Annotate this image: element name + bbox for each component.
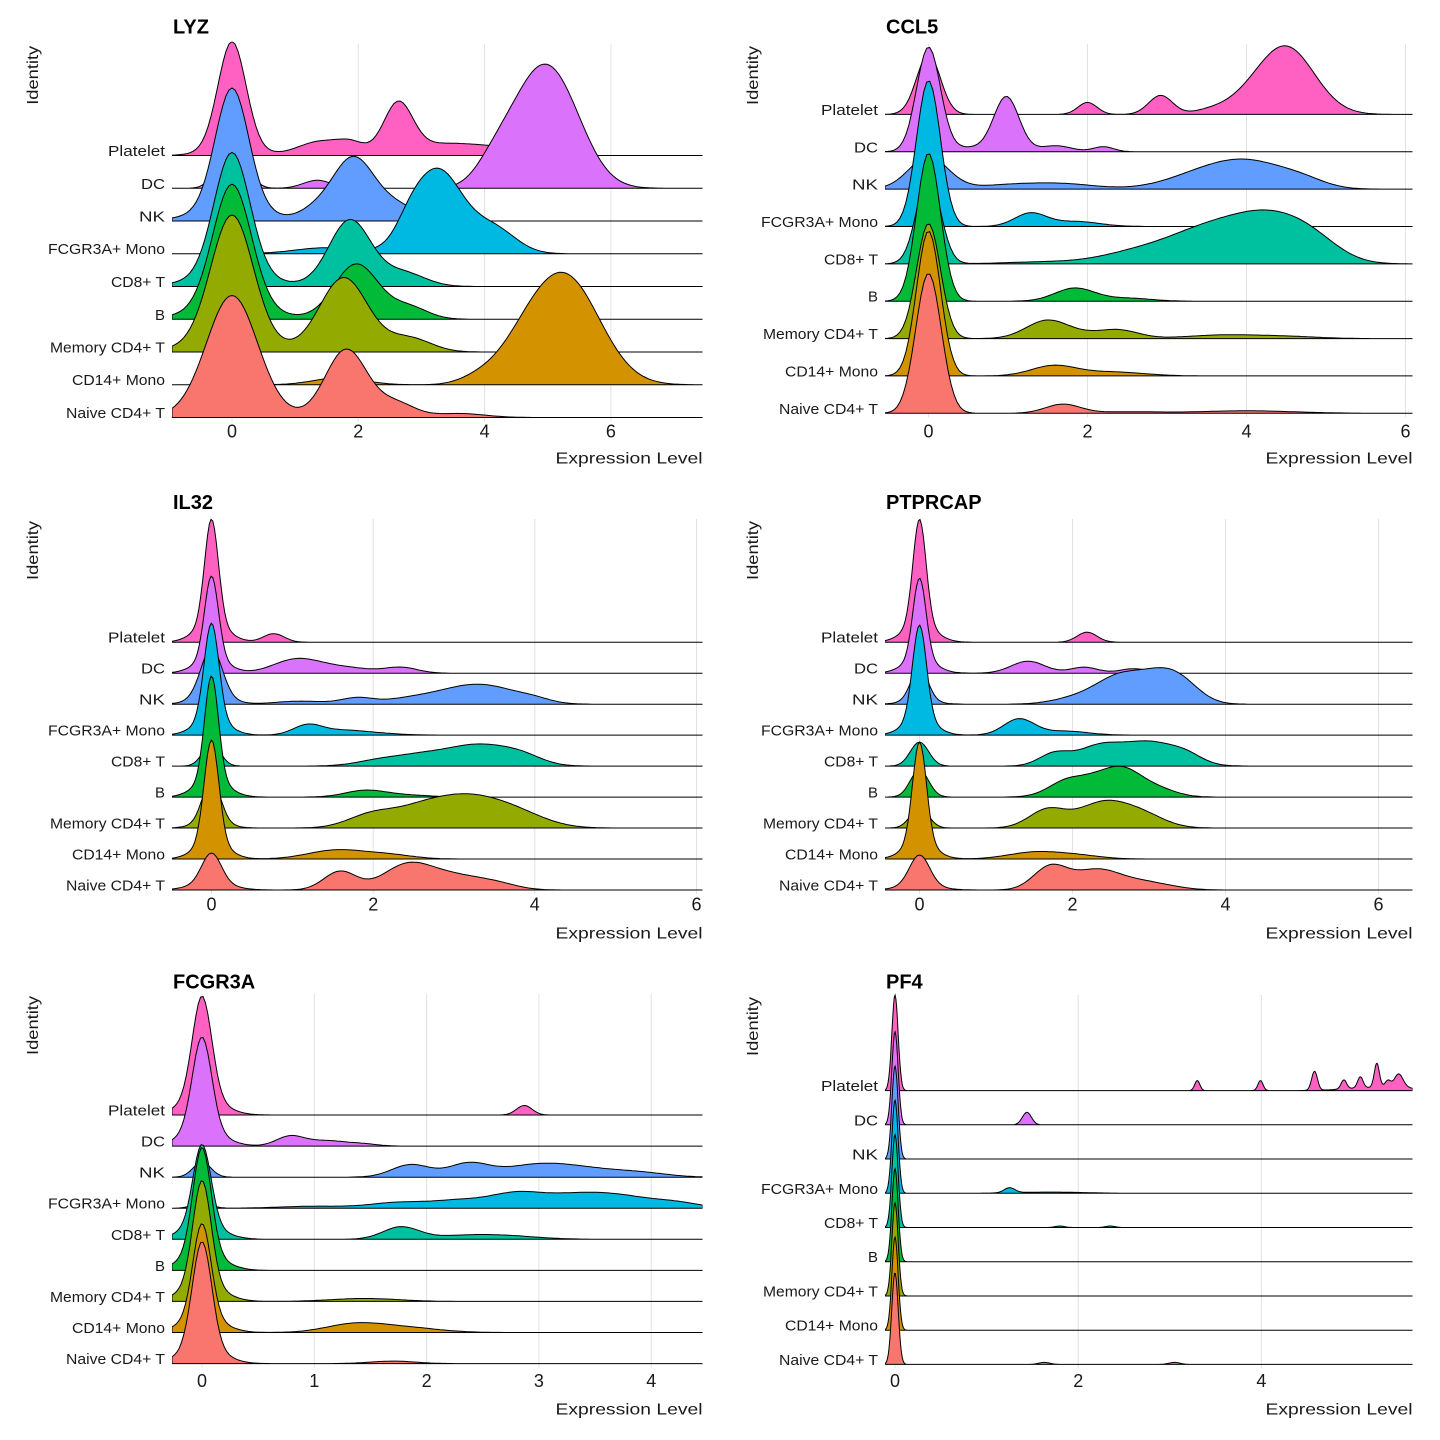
svg-text:B: B bbox=[155, 1258, 165, 1275]
svg-text:DC: DC bbox=[854, 661, 878, 678]
svg-text:0: 0 bbox=[923, 421, 933, 441]
svg-text:Platelet: Platelet bbox=[821, 630, 879, 647]
svg-text:6: 6 bbox=[606, 421, 616, 441]
svg-text:4: 4 bbox=[1220, 895, 1230, 915]
svg-text:CD14+ Mono: CD14+ Mono bbox=[72, 1320, 165, 1337]
svg-text:B: B bbox=[155, 785, 165, 802]
svg-text:NK: NK bbox=[139, 1165, 165, 1182]
svg-text:NK: NK bbox=[139, 209, 165, 226]
svg-text:CD8+ T: CD8+ T bbox=[824, 754, 878, 771]
svg-text:Memory CD4+ T: Memory CD4+ T bbox=[50, 1289, 165, 1306]
svg-text:CCL5: CCL5 bbox=[886, 17, 938, 39]
svg-text:CD14+ Mono: CD14+ Mono bbox=[785, 847, 878, 864]
svg-text:Platelet: Platelet bbox=[821, 1078, 879, 1095]
svg-text:CD14+ Mono: CD14+ Mono bbox=[785, 363, 878, 380]
svg-text:Platelet: Platelet bbox=[108, 630, 166, 647]
svg-text:6: 6 bbox=[691, 895, 701, 915]
svg-text:B: B bbox=[155, 307, 165, 324]
svg-text:IL32: IL32 bbox=[173, 492, 213, 514]
svg-text:Memory CD4+ T: Memory CD4+ T bbox=[50, 816, 165, 833]
svg-text:LYZ: LYZ bbox=[173, 17, 209, 39]
svg-text:NK: NK bbox=[852, 692, 878, 709]
svg-text:0: 0 bbox=[914, 895, 924, 915]
svg-text:B: B bbox=[868, 289, 878, 306]
svg-text:0: 0 bbox=[197, 1371, 207, 1391]
svg-text:4: 4 bbox=[1256, 1371, 1266, 1391]
svg-text:Platelet: Platelet bbox=[108, 1103, 166, 1120]
svg-text:Memory CD4+ T: Memory CD4+ T bbox=[763, 816, 878, 833]
svg-text:PTPRCAP: PTPRCAP bbox=[886, 492, 982, 514]
svg-text:Expression Level: Expression Level bbox=[556, 450, 703, 467]
svg-text:FCGR3A+ Mono: FCGR3A+ Mono bbox=[48, 241, 165, 258]
svg-text:CD8+ T: CD8+ T bbox=[824, 251, 878, 268]
svg-text:Naive CD4+ T: Naive CD4+ T bbox=[779, 1352, 878, 1369]
svg-text:Expression Level: Expression Level bbox=[556, 1402, 703, 1419]
svg-text:2: 2 bbox=[1082, 421, 1092, 441]
svg-text:Naive CD4+ T: Naive CD4+ T bbox=[66, 878, 165, 895]
svg-text:2: 2 bbox=[422, 1371, 432, 1391]
svg-text:Identity: Identity bbox=[25, 996, 42, 1055]
svg-text:Expression Level: Expression Level bbox=[556, 926, 703, 943]
svg-text:6: 6 bbox=[1400, 421, 1410, 441]
svg-text:PF4: PF4 bbox=[886, 972, 924, 994]
svg-text:Expression Level: Expression Level bbox=[1266, 450, 1413, 467]
svg-text:CD8+ T: CD8+ T bbox=[824, 1215, 878, 1232]
svg-text:Memory CD4+ T: Memory CD4+ T bbox=[763, 326, 878, 343]
svg-text:Naive CD4+ T: Naive CD4+ T bbox=[66, 1351, 165, 1368]
svg-text:CD14+ Mono: CD14+ Mono bbox=[72, 847, 165, 864]
svg-text:CD14+ Mono: CD14+ Mono bbox=[72, 372, 165, 389]
svg-text:DC: DC bbox=[854, 1112, 878, 1129]
svg-text:Identity: Identity bbox=[745, 521, 762, 580]
svg-text:3: 3 bbox=[534, 1371, 544, 1391]
svg-text:4: 4 bbox=[1241, 421, 1251, 441]
svg-text:0: 0 bbox=[227, 421, 237, 441]
svg-text:FCGR3A+ Mono: FCGR3A+ Mono bbox=[48, 1196, 165, 1213]
svg-text:4: 4 bbox=[530, 895, 540, 915]
svg-text:4: 4 bbox=[480, 421, 490, 441]
svg-text:Memory CD4+ T: Memory CD4+ T bbox=[50, 340, 165, 357]
svg-text:Naive CD4+ T: Naive CD4+ T bbox=[66, 405, 165, 422]
svg-text:Identity: Identity bbox=[745, 997, 762, 1056]
svg-text:NK: NK bbox=[139, 692, 165, 709]
svg-text:DC: DC bbox=[141, 1134, 165, 1151]
svg-text:1: 1 bbox=[309, 1371, 319, 1391]
svg-text:B: B bbox=[868, 785, 878, 802]
svg-text:Identity: Identity bbox=[25, 521, 42, 580]
svg-text:2: 2 bbox=[368, 895, 378, 915]
svg-text:2: 2 bbox=[1067, 895, 1077, 915]
svg-text:Naive CD4+ T: Naive CD4+ T bbox=[779, 878, 878, 895]
svg-text:FCGR3A+ Mono: FCGR3A+ Mono bbox=[761, 214, 878, 231]
svg-text:FCGR3A+ Mono: FCGR3A+ Mono bbox=[761, 1181, 878, 1198]
svg-text:FCGR3A+ Mono: FCGR3A+ Mono bbox=[761, 723, 878, 740]
svg-text:Expression Level: Expression Level bbox=[1266, 1402, 1413, 1419]
svg-text:Identity: Identity bbox=[25, 46, 42, 105]
svg-text:0: 0 bbox=[890, 1371, 900, 1391]
svg-text:Naive CD4+ T: Naive CD4+ T bbox=[779, 401, 878, 418]
svg-text:0: 0 bbox=[206, 895, 216, 915]
svg-text:DC: DC bbox=[141, 176, 165, 193]
svg-text:FCGR3A: FCGR3A bbox=[173, 972, 255, 994]
svg-text:2: 2 bbox=[353, 421, 363, 441]
svg-text:DC: DC bbox=[854, 139, 878, 156]
svg-text:NK: NK bbox=[852, 177, 878, 194]
svg-text:DC: DC bbox=[141, 661, 165, 678]
svg-text:Platelet: Platelet bbox=[108, 143, 166, 160]
svg-text:Platelet: Platelet bbox=[821, 102, 879, 119]
svg-text:6: 6 bbox=[1373, 895, 1383, 915]
svg-text:NK: NK bbox=[852, 1147, 878, 1164]
svg-text:Expression Level: Expression Level bbox=[1266, 926, 1413, 943]
svg-text:B: B bbox=[868, 1249, 878, 1266]
svg-text:4: 4 bbox=[646, 1371, 656, 1391]
svg-text:CD14+ Mono: CD14+ Mono bbox=[785, 1318, 878, 1335]
svg-text:CD8+ T: CD8+ T bbox=[111, 274, 165, 291]
svg-text:CD8+ T: CD8+ T bbox=[111, 1227, 165, 1244]
svg-text:2: 2 bbox=[1073, 1371, 1083, 1391]
svg-text:CD8+ T: CD8+ T bbox=[111, 754, 165, 771]
svg-text:Memory CD4+ T: Memory CD4+ T bbox=[763, 1284, 878, 1301]
svg-text:FCGR3A+ Mono: FCGR3A+ Mono bbox=[48, 723, 165, 740]
svg-text:Identity: Identity bbox=[745, 46, 762, 105]
